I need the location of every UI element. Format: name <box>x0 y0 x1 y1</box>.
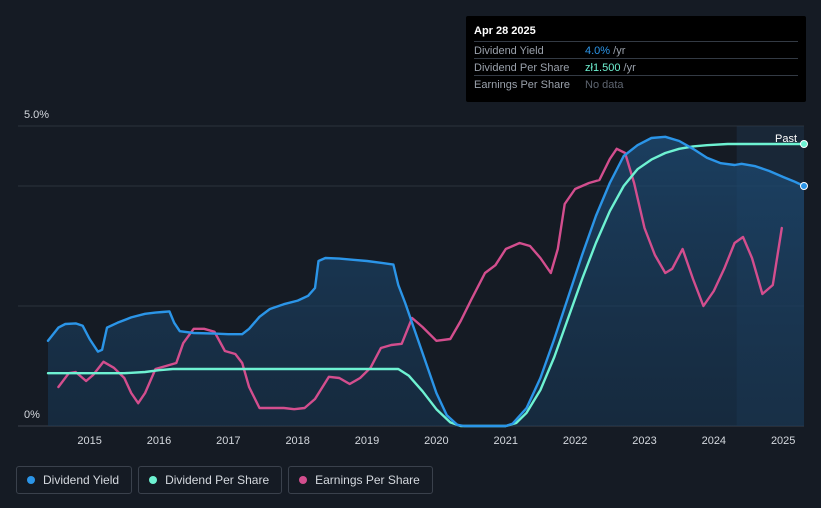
tooltip-label: Dividend Per Share <box>474 62 570 74</box>
x-tick-label: 2015 <box>77 435 101 447</box>
tooltip-panel: Apr 28 2025 Dividend Yield 4.0% /yr Divi… <box>466 16 806 102</box>
legend-label: Dividend Yield <box>43 473 120 487</box>
legend-label: Earnings Per Share <box>315 473 420 487</box>
x-tick-label: 2022 <box>563 435 587 447</box>
tooltip-row-earnings-per-share: Earnings Per Share No data <box>474 75 798 93</box>
x-tick-label: 2025 <box>771 435 795 447</box>
dividend-yield-line <box>46 135 806 428</box>
x-tick-label: 2021 <box>494 435 518 447</box>
dividend-yield-area <box>48 136 804 427</box>
tooltip-value: 4.0% /yr <box>585 45 625 57</box>
chart-areas <box>48 136 804 427</box>
chart-lines <box>46 135 806 428</box>
x-tick-label: 2019 <box>355 435 379 447</box>
x-tick-label: 2020 <box>424 435 448 447</box>
legend-label: Dividend Per Share <box>165 473 270 487</box>
dividend-per-share-line <box>46 142 806 428</box>
x-axis-labels: 2015 2016 2017 2018 2019 2020 2021 2022 2023 2024… <box>77 435 795 447</box>
tooltip-value: No data <box>585 79 624 91</box>
x-tick-label: 2016 <box>147 435 171 447</box>
earnings-per-share-line <box>57 147 783 411</box>
chart-markers <box>800 140 808 190</box>
x-tick-label: 2017 <box>216 435 240 447</box>
tooltip-row-dividend-per-share: Dividend Per Share zł1.500 /yr <box>474 58 798 76</box>
tooltip-unit: /yr <box>620 62 636 74</box>
y-tick-label: 5.0% <box>24 109 49 121</box>
tooltip-unit: /yr <box>610 45 626 57</box>
y-tick-label: 0% <box>24 409 40 421</box>
tooltip-row-dividend-yield: Dividend Yield 4.0% /yr <box>474 41 798 59</box>
tooltip-number: zł1.500 <box>585 62 621 74</box>
legend-dot-icon <box>27 476 35 484</box>
tooltip-value: zł1.500 /yr <box>585 62 636 74</box>
tooltip-date: Apr 28 2025 <box>474 25 536 37</box>
tooltip-label: Dividend Yield <box>474 45 544 57</box>
x-tick-label: 2024 <box>702 435 726 447</box>
tooltip-number: 4.0% <box>585 45 611 57</box>
past-label: Past <box>775 133 797 145</box>
x-tick-label: 2018 <box>285 435 309 447</box>
tooltip-label: Earnings Per Share <box>474 79 570 91</box>
x-tick-label: 2023 <box>632 435 656 447</box>
legend-dot-icon <box>149 476 158 484</box>
tooltip-number: No data <box>585 79 624 91</box>
legend-item-dividend-per-share[interactable]: Dividend Per Share <box>138 466 283 494</box>
legend-dot-icon <box>299 476 308 484</box>
legend: Dividend Yield Dividend Per Share Earnin… <box>16 466 433 494</box>
dividend-yield-end-marker <box>800 182 808 190</box>
legend-item-dividend-yield[interactable]: Dividend Yield <box>16 466 133 494</box>
y-axis-labels: 5.0% 0% <box>24 109 49 421</box>
legend-item-earnings-per-share[interactable]: Earnings Per Share <box>288 466 433 494</box>
dividend-per-share-end-marker <box>800 140 808 148</box>
